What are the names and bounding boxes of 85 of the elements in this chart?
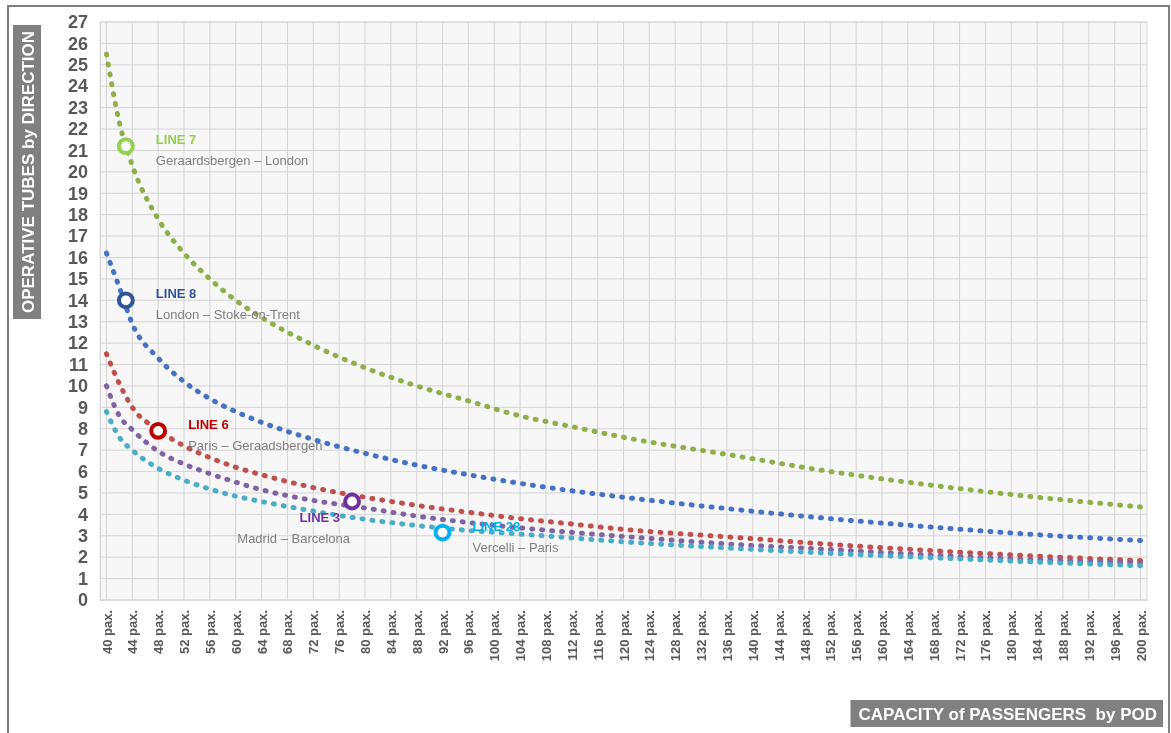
x-tick-label: 140 pax.	[745, 610, 761, 662]
series-label: LINE 6	[188, 416, 229, 432]
y-axis-title: OPERATIVE TUBES by DIRECTION	[19, 30, 38, 314]
x-tick-label: 68 pax.	[280, 610, 296, 655]
y-tick-label: 24	[67, 76, 88, 97]
x-tick-label: 196 pax.	[1107, 610, 1123, 662]
y-tick-label: 17	[67, 226, 88, 247]
annotation: Vercelli – Paris	[472, 539, 560, 555]
y-tick-label: 13	[67, 311, 88, 332]
y-tick-label: 0	[77, 590, 88, 611]
y-tick-label: 11	[68, 354, 88, 375]
x-tick-label: 152 pax.	[823, 610, 839, 662]
y-tick-label: 15	[67, 269, 88, 290]
y-tick-label: 1	[77, 568, 88, 589]
series-label: LINE 28	[472, 518, 521, 534]
x-tick-label: 160 pax.	[875, 610, 891, 662]
point	[433, 523, 452, 542]
x-tick-label: 44 pax.	[125, 610, 141, 655]
y-tick-label: 25	[67, 55, 88, 76]
x-tick-label: 180 pax.	[1004, 610, 1020, 662]
annotation: Paris – Geraadsbergen	[188, 437, 323, 453]
x-tick-label: 52 pax.	[177, 610, 193, 655]
x-tick-label: 172 pax.	[952, 610, 968, 662]
x-tick-label: 192 pax.	[1081, 610, 1097, 662]
x-tick-label: 136 pax.	[719, 610, 735, 662]
y-tick-label: 23	[67, 97, 88, 118]
x-tick-label: 120 pax.	[616, 610, 632, 662]
x-tick-label: 176 pax.	[978, 610, 994, 662]
x-tick-label: 76 pax.	[332, 610, 348, 655]
x-tick-label: 56 pax.	[202, 610, 218, 655]
series-label: LINE 3	[299, 509, 341, 525]
x-tick-label: 40 pax.	[99, 610, 115, 655]
x-tick-label: 72 pax.	[306, 610, 322, 655]
x-tick-label: 148 pax.	[797, 610, 813, 662]
point	[116, 137, 135, 156]
annotation: Madrid – Barcelona	[237, 530, 351, 546]
x-tick-label: 144 pax.	[771, 610, 787, 662]
point	[149, 421, 168, 440]
y-tick-label: 8	[77, 419, 88, 439]
x-tick-label: 156 pax.	[849, 610, 865, 662]
x-tick-label: 164 pax.	[900, 610, 916, 662]
x-tick-label: 132 pax.	[694, 610, 710, 662]
x-tick-label: 124 pax.	[642, 610, 658, 662]
x-tick-label: 116 pax.	[590, 610, 606, 661]
x-tick-label: 188 pax.	[1056, 610, 1072, 662]
y-tick-label: 6	[77, 461, 88, 482]
y-tick-label: 22	[67, 119, 88, 140]
y-tick-label: 21	[67, 140, 88, 161]
y-tick-label: 14	[67, 290, 88, 311]
x-tick-label: 48 pax.	[151, 610, 167, 655]
y-tick-label: 3	[77, 526, 88, 547]
x-tick-label: 92 pax.	[435, 610, 451, 655]
x-tick-label: 200 pax.	[1133, 610, 1149, 662]
x-tick-label: 108 pax.	[538, 610, 554, 662]
y-tick-label: 7	[77, 440, 88, 461]
x-tick-label: 60 pax.	[228, 610, 244, 655]
x-tick-label: 112 pax.	[564, 610, 580, 661]
x-tick-label: 96 pax.	[461, 610, 477, 655]
x-tick-label: 80 pax.	[358, 610, 374, 655]
y-tick-label: 10	[67, 376, 88, 397]
x-tick-label: 104 pax.	[513, 610, 529, 662]
y-tick-label: 19	[67, 183, 88, 204]
y-tick-label: 27	[67, 12, 88, 33]
x-tick-label: 84 pax.	[383, 610, 399, 655]
x-tick-label: 184 pax.	[1030, 610, 1046, 662]
x-tick-label: 168 pax.	[926, 610, 942, 662]
point	[116, 291, 135, 310]
x-tick-label: 128 pax.	[668, 610, 684, 662]
y-tick-label: 9	[77, 397, 88, 418]
y-tick-label: 4	[77, 504, 88, 525]
y-tick-label: 18	[67, 204, 88, 225]
y-tick-label: 2	[77, 547, 88, 568]
y-tick-label: 20	[67, 162, 88, 183]
x-tick-label: 88 pax.	[409, 610, 425, 655]
x-axis-title: CAPACITY of PASSENGERS by POD	[858, 705, 1157, 724]
y-tick-label: 16	[67, 247, 88, 268]
annotation: Geraardsbergen – London	[155, 153, 309, 169]
x-tick-label: 64 pax.	[254, 610, 270, 655]
x-tick-label: 100 pax.	[487, 610, 503, 662]
series-label: LINE 7	[155, 132, 197, 148]
point	[343, 492, 361, 511]
series-label: LINE 8	[155, 286, 197, 302]
y-tick-label: 5	[77, 483, 88, 504]
y-tick-label: 12	[67, 333, 88, 354]
y-tick-label: 26	[67, 33, 88, 54]
